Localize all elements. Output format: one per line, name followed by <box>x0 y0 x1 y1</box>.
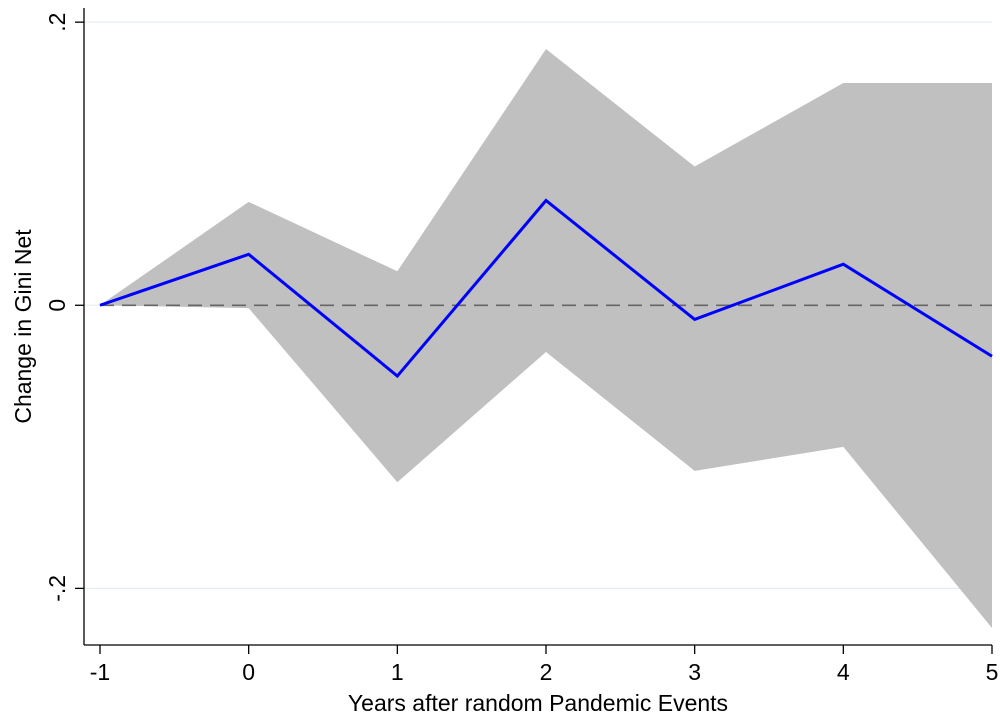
x-axis-title: Years after random Pandemic Events <box>348 690 728 716</box>
x-tick-label: 2 <box>540 659 553 685</box>
x-tick-label: 1 <box>391 659 404 685</box>
x-tick-label: 4 <box>837 659 850 685</box>
y-tick-label: 0 <box>44 299 70 312</box>
x-tick-label: 5 <box>986 659 999 685</box>
y-tick-label: .2 <box>44 13 70 32</box>
y-tick-label: -.2 <box>44 575 70 602</box>
series-line <box>99 198 993 379</box>
x-tick-label: -1 <box>90 659 110 685</box>
x-tick-label: 3 <box>688 659 701 685</box>
y-axis-title: Change in Gini Net <box>10 229 36 424</box>
x-tick-label: 0 <box>242 659 255 685</box>
confidence-band <box>100 49 992 629</box>
ticks-layer: -1 0 1 2 3 4 5 -.2 0 .2 <box>44 13 998 685</box>
